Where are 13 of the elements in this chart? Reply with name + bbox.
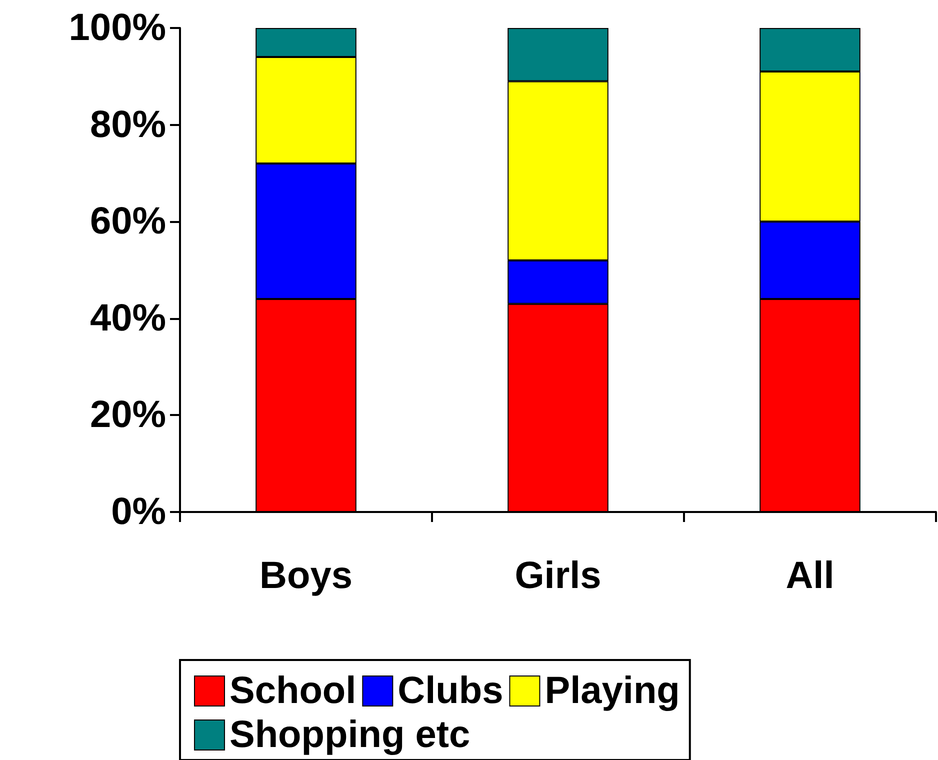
y-tick-label: 0% [111,491,166,533]
y-tick-label: 40% [90,297,166,340]
y-tick-label: 20% [90,394,166,436]
y-tick-label: 60% [90,200,166,243]
x-tick-label: Boys [260,555,352,597]
legend-label: Shopping etc [230,714,470,756]
y-tick-label: 100% [68,7,166,49]
y-tick-label: 80% [90,104,166,146]
legend-label: School [230,670,356,712]
legend-label: Clubs [398,670,504,712]
x-tick-label: Girls [514,555,602,597]
legend-label: Playing [544,670,680,712]
x-tick-label: All [786,555,834,597]
